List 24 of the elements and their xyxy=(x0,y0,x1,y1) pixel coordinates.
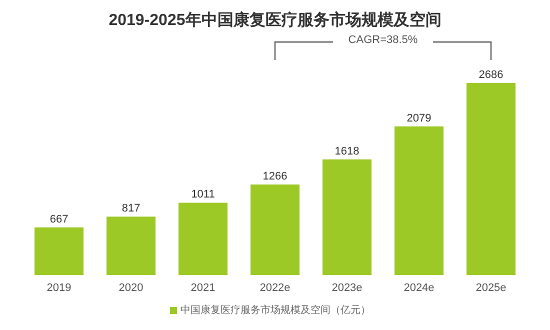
data-label: 2686 xyxy=(478,69,504,81)
x-tick-label: 2020 xyxy=(118,282,144,294)
bar xyxy=(466,83,516,275)
x-tick-label: 2021 xyxy=(190,282,216,294)
bar xyxy=(322,159,372,275)
x-tick-label: 2025e xyxy=(476,282,506,294)
chart-title: 2019-2025年中国康复医疗服务市场规模及空间 xyxy=(108,10,442,31)
text: CAGR=38.5% xyxy=(333,34,433,46)
bar xyxy=(34,227,84,275)
x-tick-label: 2023e xyxy=(332,282,362,294)
data-label: 667 xyxy=(50,213,68,226)
bar xyxy=(106,216,156,275)
x-tick-label: 2022e xyxy=(260,282,290,294)
bar xyxy=(250,184,300,275)
data-label: 1618 xyxy=(334,145,360,158)
x-tick-label: 2024e xyxy=(404,282,434,294)
legend-label: 中国康复医疗服务市场规模及空间（亿元） xyxy=(180,305,370,316)
x-tick-label: 2019 xyxy=(46,282,72,294)
bar xyxy=(394,126,444,275)
data-label: 1266 xyxy=(262,170,288,183)
data-label: 817 xyxy=(122,202,140,215)
data-label: 1011 xyxy=(191,188,215,201)
data-label: 2079 xyxy=(406,112,432,124)
bar xyxy=(178,202,228,275)
